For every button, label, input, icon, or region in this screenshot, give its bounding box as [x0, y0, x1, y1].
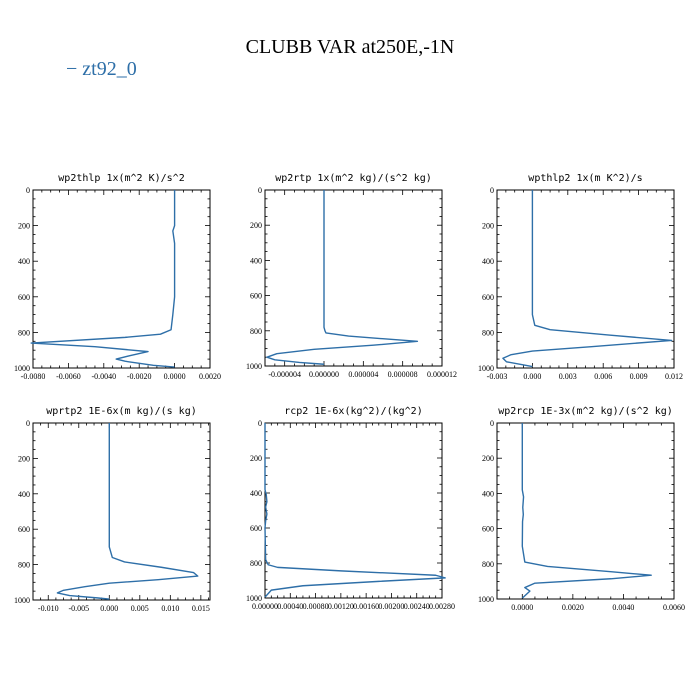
y-tick-label: 0: [258, 419, 262, 428]
panel-title: wprtp2 1E-6x(m kg)/(s kg): [46, 406, 197, 417]
panel-2: wp2rtp 1x(m^2 kg)/(s^2 kg) 0 200 400 600 800 1…: [246, 173, 457, 379]
plot-frame: [496, 189, 675, 369]
y-tick-label: 400: [250, 489, 262, 498]
x-tick-label: 0.00040: [277, 602, 303, 611]
y-tick-label: 800: [482, 560, 494, 569]
figure-title: CLUBB VAR at250E,-1N: [245, 36, 455, 58]
x-tick-label: 0.00080: [303, 602, 329, 611]
series-line: [502, 190, 673, 368]
y-tick-label: 1000: [478, 595, 494, 604]
y-tick-label: 600: [250, 292, 262, 301]
series-line: [264, 423, 446, 598]
series-line: [56, 423, 199, 600]
x-tick-label: 0.000: [523, 372, 541, 381]
y-tick-label: 0: [490, 419, 494, 428]
legend-label: zt92_0: [82, 58, 137, 80]
x-tick-label: 0.0040: [612, 603, 634, 612]
x-tick-label: -0.0040: [91, 372, 116, 381]
y-tick-label: 200: [250, 221, 262, 230]
y-tick-label: 400: [482, 257, 494, 266]
x-tick-label: 0.0060: [663, 603, 685, 612]
y-tick-label: 600: [18, 525, 30, 534]
y-tick-label: 0: [26, 186, 30, 195]
x-tick-label: 0.00280: [429, 602, 455, 611]
y-tick-label: 1000: [14, 596, 30, 605]
y-tick-label: 800: [250, 559, 262, 568]
x-tick-label: 0.010: [161, 604, 179, 613]
y-tick-label: 400: [250, 256, 262, 265]
y-tick-label: 200: [482, 222, 494, 231]
y-tick-label: 800: [18, 328, 30, 337]
panel-title: rcp2 1E-6x(kg^2)/(kg^2): [284, 406, 422, 417]
y-tick-label: 400: [18, 257, 30, 266]
x-tick-label: 0.000: [100, 604, 118, 613]
x-tick-label: 0.00160: [353, 602, 379, 611]
plot-frame: [264, 189, 443, 367]
panel-title: wp2thlp 1x(m^2 K)/s^2: [58, 173, 184, 184]
y-tick-label: 1000: [14, 364, 30, 373]
y-tick-label: 0: [258, 186, 262, 195]
x-tick-label: 0.000008: [388, 370, 418, 379]
x-tick-label: 0.000012: [427, 370, 457, 379]
x-tick-label: 0.0020: [199, 372, 221, 381]
panel-5: rcp2 1E-6x(kg^2)/(kg^2) 0 200 400 600 800 1000…: [246, 406, 455, 611]
y-tick-label: 600: [250, 524, 262, 533]
x-tick-label: 0.00120: [328, 602, 354, 611]
y-tick-label: 200: [18, 222, 30, 231]
legend-line-icon: −: [66, 58, 83, 80]
x-tick-label: -0.003: [487, 372, 508, 381]
panel-title: wp2rcp 1E-3x(m^2 kg)/(s^2 kg): [498, 406, 673, 417]
series-line: [266, 190, 419, 365]
y-tick-label: 800: [482, 328, 494, 337]
x-tick-label: -0.0060: [56, 372, 81, 381]
x-tick-label: 0.003: [559, 372, 577, 381]
x-tick-label: 0.000000: [309, 370, 339, 379]
y-tick-label: 800: [18, 561, 30, 570]
x-tick-label: 0.00240: [404, 602, 430, 611]
x-tick-label: -0.010: [38, 604, 59, 613]
y-tick-label: 600: [18, 293, 30, 302]
x-tick-label: -0.0020: [127, 372, 152, 381]
series-line: [521, 423, 652, 599]
panel-3: wpthlp2 1x(m K^2)/s 0 200 400 600 800 1000-0.0…: [478, 173, 683, 381]
x-tick-label: -0.0080: [21, 372, 46, 381]
y-tick-label: 0: [490, 186, 494, 195]
x-tick-label: 0.005: [131, 604, 149, 613]
x-tick-label: 0.006: [594, 372, 612, 381]
y-tick-label: 200: [482, 454, 494, 463]
x-tick-label: -0.005: [68, 604, 89, 613]
x-tick-label: 0.009: [630, 372, 648, 381]
x-tick-label: 0.012: [665, 372, 683, 381]
panel-4: wprtp2 1E-6x(m kg)/(s kg) 0 200 400 600 800 10…: [14, 406, 211, 613]
panel-6: wp2rcp 1E-3x(m^2 kg)/(s^2 kg) 0 200 400 600 8…: [478, 406, 685, 612]
y-tick-label: 800: [250, 327, 262, 336]
x-tick-label: 0.00000: [252, 602, 278, 611]
x-tick-label: 0.015: [192, 604, 210, 613]
x-tick-label: 0.00200: [378, 602, 404, 611]
y-tick-label: 400: [18, 490, 30, 499]
y-tick-label: 600: [482, 293, 494, 302]
y-tick-label: 1000: [478, 364, 494, 373]
y-tick-label: 200: [250, 454, 262, 463]
y-tick-label: 600: [482, 525, 494, 534]
x-tick-label: -0.000004: [268, 370, 301, 379]
y-tick-label: 1000: [246, 362, 262, 371]
plot-frame: [32, 422, 211, 601]
x-tick-label: 0.0020: [562, 603, 584, 612]
y-tick-label: 0: [26, 419, 30, 428]
panel-1: wp2thlp 1x(m^2 K)/s^202004006008001000-0…: [14, 173, 221, 381]
panel-title: wp2rtp 1x(m^2 kg)/(s^2 kg): [275, 173, 432, 184]
x-tick-label: 0.0000: [511, 603, 533, 612]
x-tick-label: 0.000004: [348, 370, 378, 379]
series-line: [30, 190, 176, 368]
panel-title: wpthlp2 1x(m K^2)/s: [528, 173, 642, 184]
y-tick-label: 400: [482, 489, 494, 498]
y-tick-label: 200: [18, 454, 30, 463]
x-tick-label: 0.0000: [164, 372, 186, 381]
y-tick-label: 1000: [246, 594, 262, 603]
legend: − zt92_0: [66, 58, 137, 81]
